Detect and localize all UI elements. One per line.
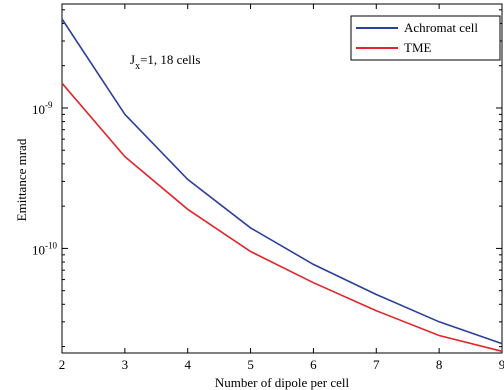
y-axis-title: Emittance mrad [14, 138, 29, 221]
x-tick-label: 3 [122, 357, 129, 372]
series-line-tme [61, 82, 503, 353]
x-tick-label: 7 [373, 357, 380, 372]
x-tick-label: 4 [184, 357, 191, 372]
legend-label-achromat: Achromat cell [404, 20, 478, 35]
annotation: Jx=1, 18 cells [130, 52, 200, 72]
legend-box [350, 15, 501, 61]
x-tick-label: 8 [436, 357, 443, 372]
series-line-achromat [61, 18, 503, 345]
legend-label-tme: TME [404, 40, 432, 55]
x-tick-label: 9 [499, 357, 504, 372]
y-tick-label: 10-10 [32, 240, 57, 257]
series-group [61, 18, 503, 353]
x-tick-label: 6 [310, 357, 317, 372]
x-tick-label: 2 [59, 357, 66, 372]
plot-area [61, 3, 503, 354]
x-axis-title: Number of dipole per cell [215, 375, 350, 390]
tick-label-group: 2 3 4 5 6 7 8 9 10-9 10-10 [32, 100, 504, 372]
legend: Achromat cell TME [350, 15, 501, 61]
y-tick-label: 10-9 [32, 100, 53, 117]
x-tick-label: 5 [247, 357, 254, 372]
